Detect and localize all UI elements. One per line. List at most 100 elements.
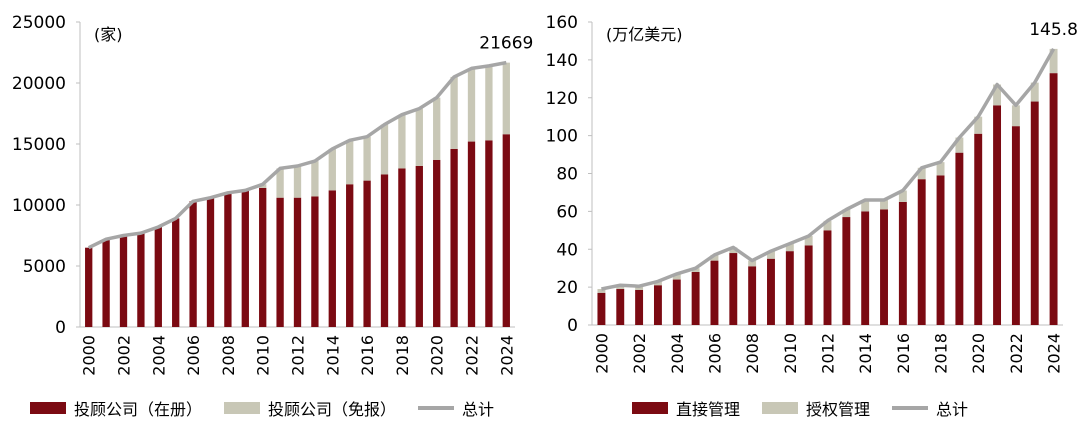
bar-segment-primary [189,201,197,327]
legend-swatch [632,402,668,414]
bar-segment-secondary [616,285,625,290]
bar-segment-secondary [936,162,945,176]
bar-segment-secondary [691,268,700,272]
bar-segment-primary [767,258,775,325]
bar-segment-primary [993,105,1002,325]
legend-item-delegated: 授权管理 [762,396,870,420]
bar-segment-secondary [415,108,423,166]
total-annotation: 145.8 [1029,20,1078,40]
x-tick-label: 2018 [932,333,951,374]
bar-segment-primary [672,279,681,325]
bar-segment-secondary [861,200,870,212]
x-tick-label: 2008 [743,333,762,374]
bar-segment-primary [328,190,336,327]
unit-label: (家) [94,25,123,44]
bar-segment-primary [861,211,870,325]
bar-segment-primary [635,289,644,325]
bar-segment-secondary [311,161,319,197]
x-tick-label: 2024 [497,335,516,376]
legend-firm-count: 投顾公司（在册） 投顾公司（免报） 总计 [30,396,516,420]
bar-segment-primary [346,184,354,327]
legend-label: 总计 [936,400,969,419]
x-tick-label: 2014 [323,335,342,376]
x-tick-label: 2012 [819,333,838,374]
legend-item-total: 总计 [418,396,494,420]
bar-segment-secondary [276,168,284,198]
bar-segment-secondary [380,124,389,175]
bar-segment-primary [691,271,700,325]
bar-segment-primary [450,148,458,327]
legend-label: 投顾公司（免报） [268,400,397,419]
total-line [601,48,1056,291]
bar-segment-primary [653,285,662,325]
y-tick-label: 80 [556,165,578,185]
bar-segment-secondary [842,209,851,218]
bar-segment-secondary [710,254,719,261]
x-tick-label: 2016 [358,335,377,376]
total-line [87,60,507,250]
bar-segment-primary [898,201,907,325]
x-tick-label: 2012 [289,335,308,376]
bar-segment-primary [206,197,215,327]
bar-segment-secondary [293,165,302,198]
bar-segment-primary [785,251,794,325]
y-tick-label: 140 [546,51,578,71]
legend-line-swatch [418,406,455,410]
x-tick-label: 2022 [463,335,482,376]
x-tick-label: 2010 [781,333,800,374]
legend-item-exempt: 投顾公司（免报） [224,396,396,420]
bar-segment-primary [102,239,110,327]
bar-segment-secondary [974,116,983,134]
x-tick-label: 2004 [668,333,687,374]
bar-segment-secondary [1049,48,1058,74]
total-annotation: 21669 [479,34,533,54]
bar-segment-secondary [450,76,458,149]
bar-segment-primary [804,245,813,325]
bar-segment-primary [433,159,441,327]
bar-segment-secondary [955,137,964,153]
bar-segment-secondary [672,273,681,280]
bar-segment-secondary [433,97,441,160]
y-tick-label: 60 [556,202,578,222]
bar-segment-primary [974,133,983,325]
bar-segment-primary [1011,126,1020,325]
y-tick-label: 20000 [12,74,66,94]
bar-segment-primary [380,174,389,327]
bar-segment-primary [502,134,510,327]
bar-segment-primary [311,196,319,327]
bar-segment-primary [415,165,423,327]
legend-label: 投顾公司（在册） [74,400,203,419]
bar-segment-secondary [767,251,775,259]
bar-segment-secondary [502,62,510,135]
y-tick-label: 120 [546,89,578,109]
x-tick-label: 2016 [894,333,913,374]
bar-segment-primary [276,197,284,327]
bar-segment-primary [616,289,625,325]
legend-item-direct: 直接管理 [632,396,740,420]
y-tick-label: 5000 [23,257,66,277]
x-tick-label: 2022 [1007,333,1026,374]
y-tick-label: 0 [55,318,66,338]
bar-segment-secondary [346,140,354,185]
bar-segment-secondary [898,190,907,202]
bar-segment-secondary [635,286,644,290]
bar-segment-secondary [653,281,662,286]
bar-segment-primary [363,180,371,327]
bar-segment-primary [467,141,476,327]
bar-segment-primary [729,253,738,325]
bar-segment-secondary [823,220,832,231]
bar-segment-primary [842,217,851,325]
bar-segment-primary [955,152,964,325]
y-tick-label: 20 [556,278,578,298]
bar-segment-primary [485,140,493,327]
legend-swatch [224,402,261,414]
bar-segment-secondary [804,235,813,246]
x-tick-label: 2018 [393,335,412,376]
legend-item-total: 总计 [892,396,968,420]
y-tick-label: 10000 [12,196,66,216]
legend-swatch [30,402,66,414]
x-tick-label: 2004 [149,335,168,376]
bar-segment-primary [172,218,180,327]
y-tick-label: 160 [546,13,578,33]
